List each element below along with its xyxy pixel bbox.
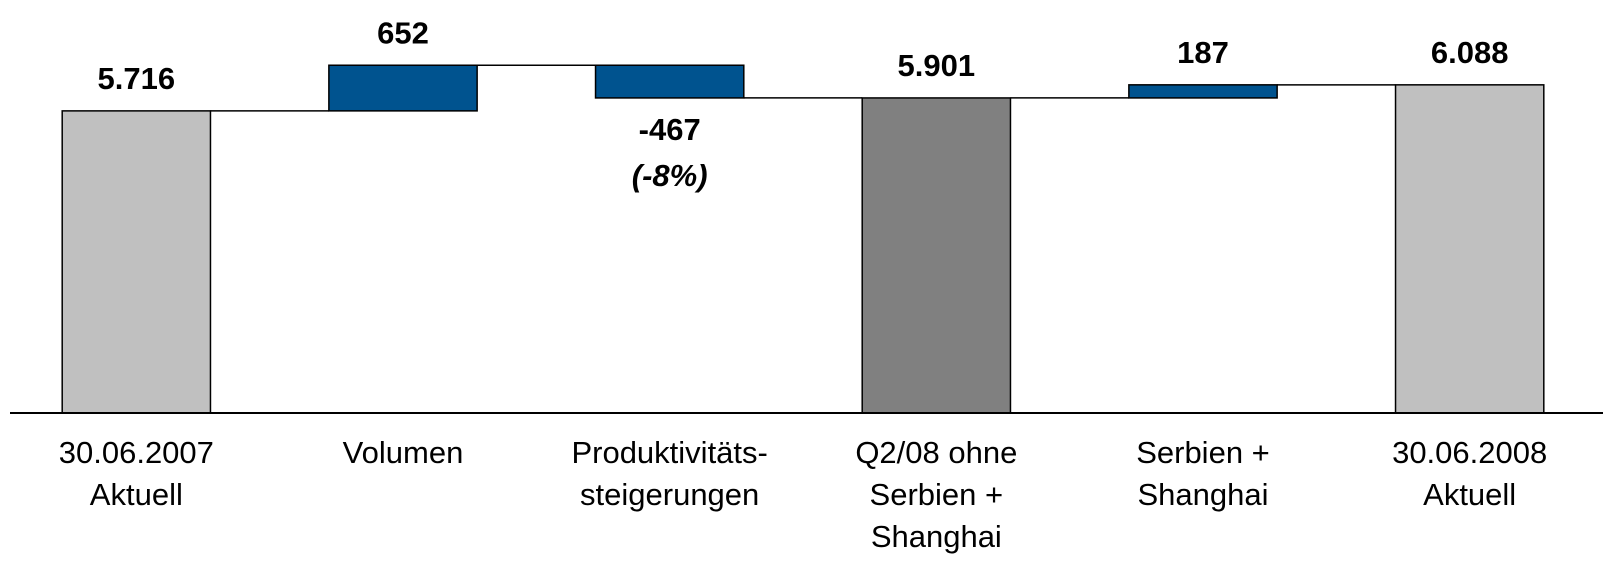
x-tick-label: Produktivitäts-steigerungen xyxy=(571,435,767,512)
x-tick-label: Serbien + Shanghai xyxy=(1136,435,1270,512)
annotation: (-8%) xyxy=(632,158,708,193)
bar xyxy=(861,97,1012,414)
x-tick-label: Volumen xyxy=(343,435,464,470)
value-label: -467 xyxy=(639,112,701,147)
value-label: 187 xyxy=(1177,35,1229,70)
x-tick-label: Q2/08 ohne Serbien + Shanghai xyxy=(855,435,1017,554)
x-tick-label: 30.06.2007 Aktuell xyxy=(59,435,214,512)
value-label: 5.901 xyxy=(898,48,976,83)
value-label: 5.716 xyxy=(98,61,176,96)
bar xyxy=(61,110,212,414)
bar xyxy=(328,64,478,112)
value-label: 652 xyxy=(377,15,429,50)
bar xyxy=(1394,84,1545,414)
bar xyxy=(594,64,745,99)
x-tick-label: 30.06.2008 Aktuell xyxy=(1392,435,1547,512)
bar xyxy=(1128,84,1278,99)
value-label: 6.088 xyxy=(1431,35,1509,70)
